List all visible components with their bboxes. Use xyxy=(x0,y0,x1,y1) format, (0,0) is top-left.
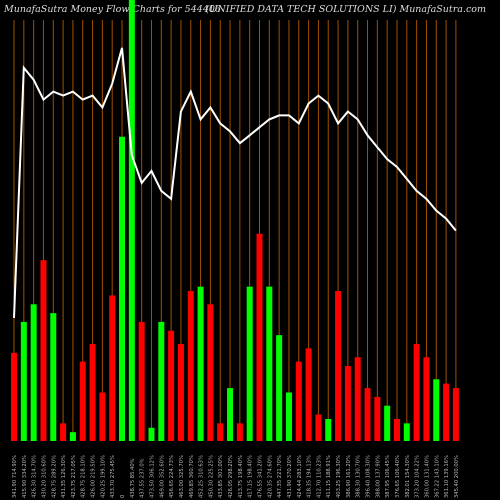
volume-bar xyxy=(266,286,273,441)
volume-bar xyxy=(413,343,420,441)
x-tick-label: 387.95 106.45% xyxy=(385,455,391,498)
volume-bar xyxy=(40,260,47,441)
x-tick-label: 417.15 198.40% xyxy=(248,455,254,498)
x-tick-label: 403.25 196.30% xyxy=(336,455,342,498)
volume-bar xyxy=(138,321,145,441)
x-tick-label: 430.20 310.60% xyxy=(41,455,47,498)
x-tick-label: 411.15 188.91% xyxy=(326,455,332,498)
volume-bar xyxy=(217,423,224,441)
volume-bar xyxy=(168,330,175,441)
volume-bar xyxy=(11,352,17,441)
x-tick-label: 413.75 198.40% xyxy=(238,455,244,498)
x-tick-label: 360.00 131.40% xyxy=(424,455,430,498)
volume-bar xyxy=(393,418,400,441)
volume-bar xyxy=(109,295,116,441)
volume-bar xyxy=(99,392,106,441)
volume-bar xyxy=(403,423,410,441)
volume-bar xyxy=(256,233,263,441)
x-tick-label: 373.20 104.22% xyxy=(415,455,421,498)
volume-bar xyxy=(69,432,76,441)
price-line xyxy=(13,47,457,318)
volume-bar xyxy=(158,321,165,441)
volume-bar xyxy=(325,418,332,441)
volume-bar xyxy=(119,136,126,441)
volume-bar xyxy=(374,396,381,441)
volume-bar xyxy=(128,0,135,441)
x-tick-label: 415.90 334.20% xyxy=(22,455,28,498)
volume-bar xyxy=(433,379,440,441)
x-tick-label: 452.25 310.63% xyxy=(199,455,205,498)
volume-bar xyxy=(227,388,234,441)
x-tick-label: 361.10 139.16% xyxy=(444,455,450,498)
x-tick-label: 447.35 221.70% xyxy=(277,455,283,498)
volume-bar xyxy=(236,423,243,441)
x-tick-label: 418.35 194.13% xyxy=(307,455,313,498)
x-tick-label: 469.00 352.60% xyxy=(159,455,165,498)
volume-bar xyxy=(148,427,155,441)
x-tick-label: 367.22 143.10% xyxy=(434,455,440,498)
volume-bar xyxy=(187,291,194,441)
x-tick-label: 0 xyxy=(120,495,126,498)
x-tick-label: 388.00 137.90% xyxy=(375,455,381,498)
x-tick-label: 426.30 314.70% xyxy=(32,455,38,498)
x-tick-label: 426.00 219.50% xyxy=(91,455,97,498)
volume-bar xyxy=(443,383,450,441)
volume-bar xyxy=(315,414,322,441)
x-tick-label: 345.40 200.00% xyxy=(454,455,460,498)
x-tick-label: 420.35 274.60% xyxy=(267,455,273,498)
chart-title-right: (UNIFIED DATA TECH SOLUTIONS LI) MunafaS… xyxy=(205,4,486,15)
volume-bar xyxy=(89,343,96,441)
volume-bar xyxy=(364,388,371,441)
x-tick-label: 396.40 108.30% xyxy=(366,455,372,498)
x-tick-label: 426.05 298.20% xyxy=(228,455,234,498)
volume-bar xyxy=(423,357,430,441)
x-tick-label: 469.85 360.70% xyxy=(189,455,195,498)
volume-bar xyxy=(246,286,253,441)
x-tick-label: 341.90 714.90% xyxy=(12,455,18,498)
volume-bar xyxy=(30,304,37,441)
x-tick-label: 473.50 306.12% xyxy=(149,455,155,498)
x-tick-label: 433.70 275.45% xyxy=(110,455,116,498)
x-tick-label: 476.55 341.20% xyxy=(258,455,264,498)
x-tick-label: 438.75 85.40% xyxy=(130,458,136,498)
x-tick-label: 420.25 199.10% xyxy=(100,455,106,498)
x-tick-label: 388.30 130.70% xyxy=(356,455,362,498)
volume-bar xyxy=(60,423,67,441)
x-tick-label: 450.30 225.25% xyxy=(208,455,214,498)
x-tick-label: 431.35 126.30% xyxy=(61,455,67,498)
x-tick-label: 424.44 283.10% xyxy=(297,455,303,498)
volume-bar xyxy=(20,321,27,441)
x-tick-label: 376.65 106.40% xyxy=(395,455,401,498)
volume-bar xyxy=(276,335,283,441)
x-tick-label: 437.55 237.0% xyxy=(140,458,146,498)
volume-bar xyxy=(335,291,342,441)
volume-bar xyxy=(295,361,302,441)
x-tick-label: 428.75 289.20% xyxy=(51,455,57,498)
volume-bar xyxy=(384,405,391,441)
volume-bar xyxy=(285,392,292,441)
x-tick-label: 456.65 224.73% xyxy=(169,455,175,498)
volume-bar xyxy=(207,304,214,441)
volume-bar xyxy=(197,286,204,441)
x-tick-label: 412.70 110.23% xyxy=(316,455,322,498)
x-tick-label: 463.00 325.70% xyxy=(179,455,185,498)
chart-title-left: MunafaSutra Money Flow Charts for 544406 xyxy=(4,4,221,15)
volume-bar xyxy=(177,343,184,441)
x-tick-label: 386.90 161.20% xyxy=(346,455,352,498)
x-tick-label: 382.01 154.30% xyxy=(405,455,411,498)
volume-bar xyxy=(50,313,57,441)
x-tick-label: 431.90 370.20% xyxy=(287,455,293,498)
volume-bar xyxy=(452,388,459,441)
volume-bar xyxy=(79,361,86,441)
volume-bar xyxy=(305,348,312,441)
x-tick-label: 428.75 218.10% xyxy=(81,455,87,498)
x-tick-label: 423.75 217.05% xyxy=(71,455,77,498)
x-tick-label: 433.85 301.00% xyxy=(218,455,224,498)
volume-bar xyxy=(344,366,351,441)
volume-bar xyxy=(354,357,361,441)
